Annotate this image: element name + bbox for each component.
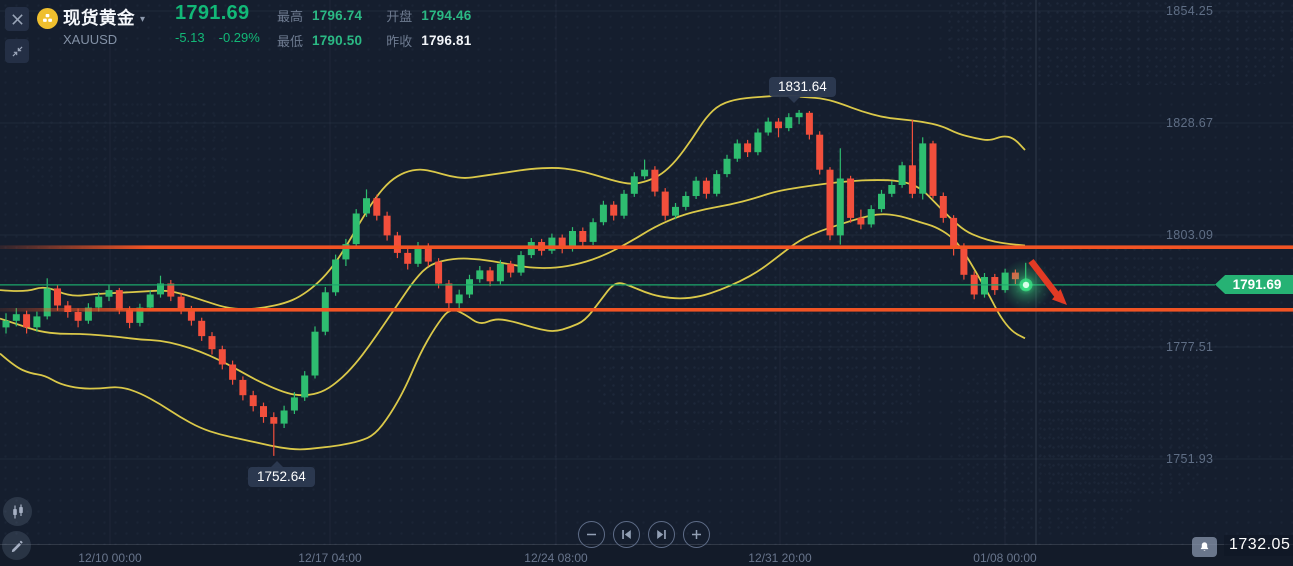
time-axis-strip [0, 545, 1293, 566]
stat-value: 1796.81 [421, 33, 472, 48]
zoom-out-button[interactable] [578, 521, 605, 548]
candlestick-icon [12, 504, 23, 518]
chevron-down-icon: ▾ [140, 14, 146, 25]
zoom-in-button[interactable] [683, 521, 710, 548]
stat-value: 1796.74 [312, 8, 363, 23]
change-value: -5.13 [175, 30, 205, 45]
chart-navigation [578, 521, 710, 548]
bollinger-band-lower [0, 213, 1026, 451]
drawing-tools-button[interactable] [2, 531, 31, 560]
price-change: -5.13 -0.29% [175, 30, 274, 45]
plus-icon [692, 530, 701, 539]
price-axis-label: 1777.51 [1166, 340, 1214, 354]
high-annotation-tooltip: 1831.64 [769, 77, 836, 103]
price-level-line [0, 308, 1293, 312]
time-axis-label: 12/24 08:00 [524, 551, 588, 565]
bollinger-band-middle [0, 179, 1026, 397]
collapse-icon [12, 46, 22, 56]
price-alert-button[interactable] [1192, 537, 1217, 557]
instrument-symbol: XAUUSD [63, 32, 118, 47]
drawn-arrow-head [1052, 289, 1067, 305]
ohlc-stats: 最高 1796.74 最低 1790.50 开盘 1794.46 昨收 1796.81 [277, 3, 471, 53]
time-axis-label: 12/17 04:00 [298, 551, 362, 565]
bell-icon [1198, 541, 1211, 554]
collapse-button[interactable] [5, 39, 29, 63]
gold-blocks-icon [43, 14, 52, 22]
instrument-logo [37, 8, 58, 29]
time-axis-label: 12/10 00:00 [78, 551, 142, 565]
price-axis-label: 1828.67 [1166, 116, 1214, 130]
instrument-name[interactable]: 现货黄金 ▾ [63, 8, 146, 28]
low-annotation-tooltip: 1752.64 [248, 461, 315, 487]
stat-value: 1790.50 [312, 33, 363, 48]
stat-label: 最低 [277, 34, 304, 49]
alert-price-value: 1732.05 [1224, 535, 1293, 556]
current-price: 1791.69 [175, 2, 250, 24]
change-percent: -0.29% [218, 30, 260, 45]
close-icon [11, 13, 23, 25]
skip-start-icon [622, 530, 631, 539]
stat-label: 开盘 [386, 9, 413, 24]
bollinger-band-upper [0, 94, 1026, 311]
minus-icon [587, 533, 596, 536]
price-level-line [0, 245, 1293, 249]
time-axis-label: 12/31 20:00 [748, 551, 812, 565]
close-button[interactable] [5, 7, 29, 31]
drawn-arrow [1028, 259, 1060, 297]
price-axis-label: 1854.25 [1166, 4, 1214, 18]
stat-value: 1794.46 [421, 8, 472, 23]
skip-end-icon [657, 530, 666, 539]
pencil-icon [11, 540, 23, 553]
price-axis-label: 1803.09 [1166, 228, 1214, 242]
skip-to-end-button[interactable] [648, 521, 675, 548]
stat-label: 昨收 [386, 34, 413, 49]
price-axis-label: 1751.93 [1166, 452, 1214, 466]
time-axis-label: 01/08 00:00 [973, 551, 1037, 565]
last-price-badge: 1791.69 [1215, 275, 1293, 294]
chart-type-button[interactable] [3, 497, 32, 526]
stat-label: 最高 [277, 9, 304, 24]
skip-to-start-button[interactable] [613, 521, 640, 548]
